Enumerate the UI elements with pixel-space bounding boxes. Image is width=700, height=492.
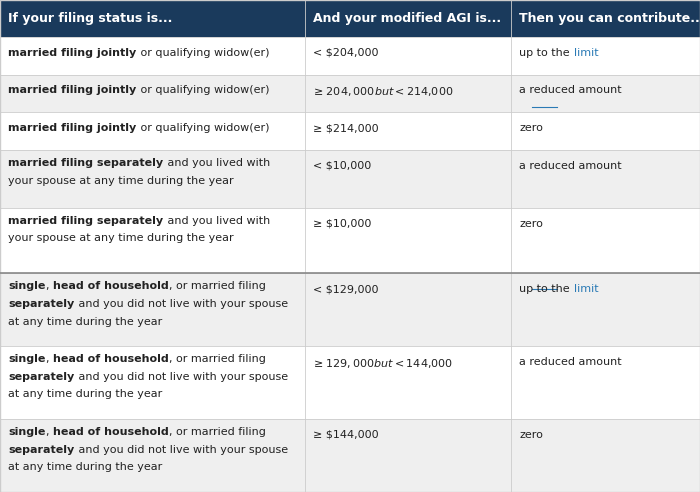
Text: or qualifying widow(er): or qualifying widow(er)	[136, 123, 269, 133]
Text: < $129,000: < $129,000	[313, 284, 379, 294]
Text: ≥ $144,000: ≥ $144,000	[313, 430, 379, 440]
Text: your spouse at any time during the year: your spouse at any time during the year	[8, 176, 234, 185]
Text: < $10,000: < $10,000	[313, 161, 371, 171]
Text: a reduced amount: a reduced amount	[519, 357, 622, 367]
Text: Then you can contribute...: Then you can contribute...	[519, 12, 700, 25]
Text: limit: limit	[573, 284, 598, 294]
Text: and you lived with: and you lived with	[164, 216, 270, 226]
Text: If your filing status is...: If your filing status is...	[8, 12, 173, 25]
Text: , or married filing: , or married filing	[169, 281, 265, 291]
Text: separately: separately	[8, 372, 75, 382]
Text: , or married filing: , or married filing	[169, 354, 265, 364]
Text: zero: zero	[519, 219, 543, 229]
Text: or qualifying widow(er): or qualifying widow(er)	[136, 86, 269, 95]
Bar	[0, 0, 700, 37]
Bar	[0, 150, 700, 208]
Text: at any time during the year: at any time during the year	[8, 390, 162, 400]
Text: head of household: head of household	[52, 281, 169, 291]
Text: single: single	[8, 281, 46, 291]
Text: married filing jointly: married filing jointly	[8, 48, 136, 58]
Text: < $204,000: < $204,000	[313, 48, 379, 58]
Text: ≥ $214,000: ≥ $214,000	[313, 123, 379, 133]
Text: and you did not live with your spouse: and you did not live with your spouse	[75, 445, 288, 455]
Text: up to the: up to the	[519, 284, 573, 294]
Text: , or married filing: , or married filing	[169, 427, 265, 437]
Text: and you did not live with your spouse: and you did not live with your spouse	[75, 372, 288, 382]
Text: and you did not live with your spouse: and you did not live with your spouse	[75, 299, 288, 309]
Text: at any time during the year: at any time during the year	[8, 316, 162, 327]
Text: single: single	[8, 427, 46, 437]
Text: ≥ $129,000 but < $144,000: ≥ $129,000 but < $144,000	[313, 357, 453, 370]
Text: married filing jointly: married filing jointly	[8, 86, 136, 95]
Text: head of household: head of household	[52, 427, 169, 437]
Text: And your modified AGI is...: And your modified AGI is...	[313, 12, 501, 25]
Text: ≥ $10,000: ≥ $10,000	[313, 219, 371, 229]
Text: a reduced amount: a reduced amount	[519, 161, 622, 171]
Text: zero: zero	[519, 430, 543, 440]
Bar	[0, 112, 700, 150]
Bar	[0, 273, 700, 346]
Text: head of household: head of household	[52, 354, 169, 364]
Bar	[0, 208, 700, 273]
Bar	[0, 75, 700, 112]
Text: zero: zero	[519, 123, 543, 133]
Text: and you lived with: and you lived with	[164, 158, 270, 168]
Text: your spouse at any time during the year: your spouse at any time during the year	[8, 234, 234, 244]
Text: separately: separately	[8, 445, 75, 455]
Text: married filing separately: married filing separately	[8, 216, 164, 226]
Bar	[0, 37, 700, 75]
Text: ≥ $204,000 but < $214,000: ≥ $204,000 but < $214,000	[313, 86, 454, 98]
Text: married filing separately: married filing separately	[8, 158, 164, 168]
Text: separately: separately	[8, 299, 75, 309]
Text: ,: ,	[46, 281, 52, 291]
Text: a reduced amount: a reduced amount	[519, 86, 622, 95]
Text: up to the: up to the	[519, 48, 573, 58]
Text: or qualifying widow(er): or qualifying widow(er)	[136, 48, 269, 58]
Text: ,: ,	[46, 427, 52, 437]
Bar	[0, 346, 700, 419]
Text: ,: ,	[46, 354, 52, 364]
Text: limit: limit	[573, 48, 598, 58]
Text: single: single	[8, 354, 46, 364]
Text: at any time during the year: at any time during the year	[8, 462, 162, 472]
Text: married filing jointly: married filing jointly	[8, 123, 136, 133]
Bar	[0, 419, 700, 492]
